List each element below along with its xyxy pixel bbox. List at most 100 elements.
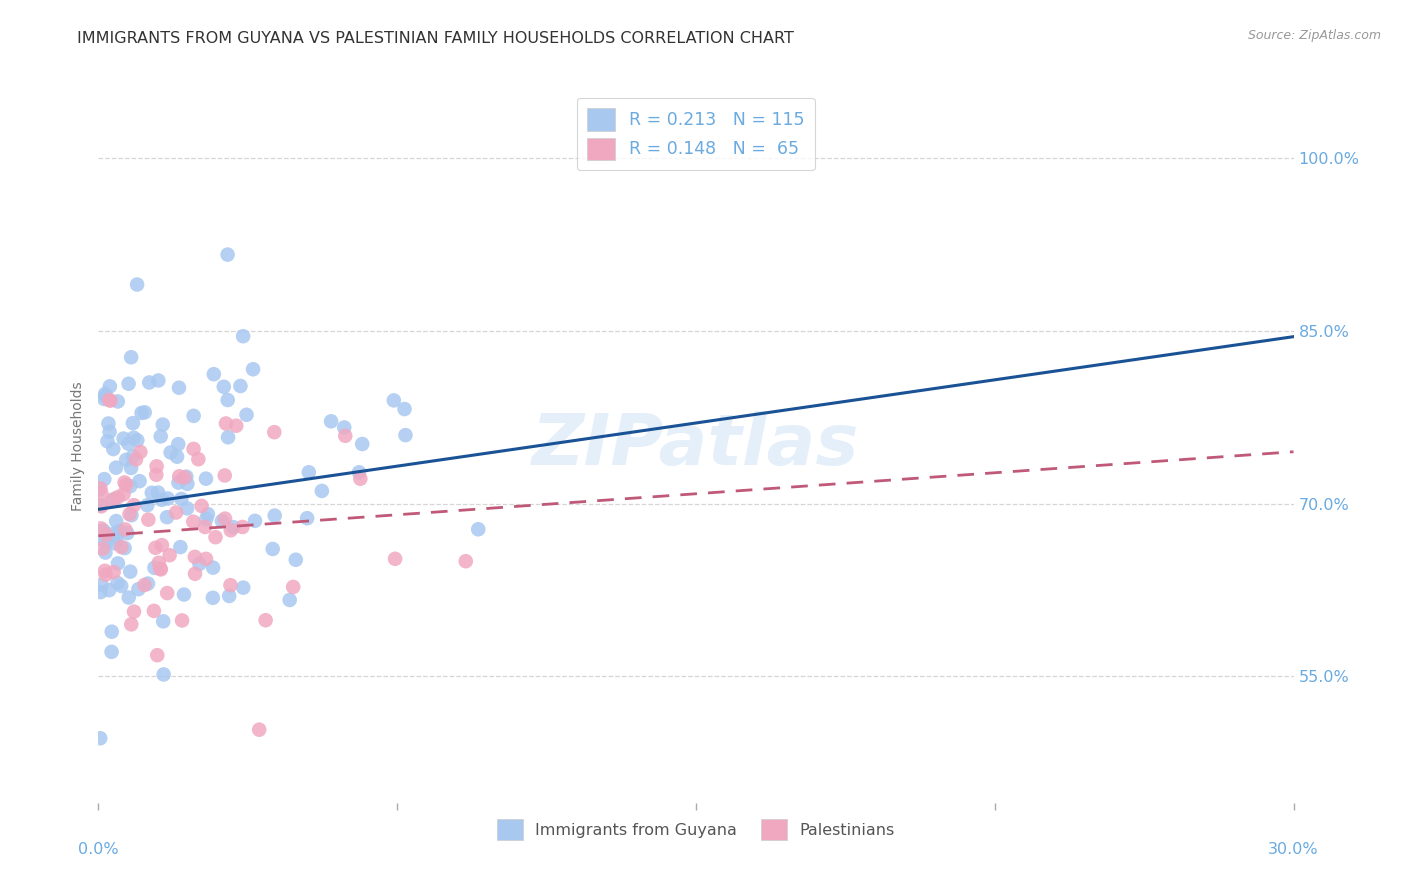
- Point: [202, 368, 225, 382]
- Point: [104, 536, 127, 550]
- Point: [127, 277, 149, 292]
- Point: [90, 498, 112, 512]
- Point: [94, 389, 117, 403]
- Point: [176, 469, 198, 483]
- Point: [347, 465, 370, 479]
- Point: [204, 530, 226, 544]
- Point: [263, 425, 285, 440]
- Point: [120, 461, 142, 475]
- Text: IMMIGRANTS FROM GUYANA VS PALESTINIAN FAMILY HOUSEHOLDS CORRELATION CHART: IMMIGRANTS FROM GUYANA VS PALESTINIAN FA…: [77, 31, 794, 46]
- Point: [90, 578, 112, 592]
- Text: 0.0%: 0.0%: [79, 842, 118, 856]
- Point: [128, 474, 150, 488]
- Point: [156, 586, 179, 600]
- Point: [254, 613, 277, 627]
- Point: [87, 483, 110, 497]
- Point: [243, 514, 266, 528]
- Point: [176, 501, 198, 516]
- Point: [146, 485, 169, 500]
- Point: [114, 523, 136, 537]
- Point: [247, 723, 270, 737]
- Point: [454, 554, 477, 568]
- Point: [100, 645, 122, 659]
- Point: [149, 562, 172, 576]
- Point: [184, 566, 207, 581]
- Point: [184, 549, 207, 564]
- Point: [120, 617, 142, 632]
- Point: [225, 418, 247, 433]
- Point: [97, 417, 120, 431]
- Point: [212, 380, 235, 394]
- Point: [235, 408, 257, 422]
- Point: [110, 579, 132, 593]
- Text: 30.0%: 30.0%: [1268, 842, 1319, 856]
- Point: [148, 374, 170, 388]
- Point: [219, 578, 242, 592]
- Point: [115, 453, 138, 467]
- Point: [195, 512, 218, 526]
- Point: [284, 553, 307, 567]
- Point: [183, 409, 205, 423]
- Point: [98, 583, 121, 598]
- Point: [105, 531, 128, 545]
- Point: [176, 476, 198, 491]
- Point: [122, 498, 145, 512]
- Point: [156, 491, 179, 506]
- Point: [195, 552, 218, 566]
- Point: [143, 561, 166, 575]
- Point: [93, 524, 115, 538]
- Point: [91, 533, 114, 547]
- Point: [138, 376, 160, 390]
- Point: [394, 428, 416, 442]
- Point: [114, 541, 136, 555]
- Point: [167, 437, 190, 451]
- Point: [94, 564, 117, 578]
- Point: [108, 524, 131, 539]
- Point: [232, 329, 254, 343]
- Point: [170, 491, 193, 506]
- Point: [98, 392, 121, 407]
- Point: [352, 437, 374, 451]
- Point: [117, 436, 139, 450]
- Point: [112, 432, 135, 446]
- Point: [152, 667, 174, 681]
- Point: [167, 469, 190, 483]
- Point: [214, 468, 236, 483]
- Point: [217, 247, 239, 261]
- Point: [98, 379, 121, 393]
- Point: [165, 506, 187, 520]
- Point: [93, 472, 115, 486]
- Point: [217, 430, 239, 444]
- Point: [335, 429, 357, 443]
- Point: [211, 514, 233, 528]
- Point: [121, 508, 143, 523]
- Point: [283, 580, 305, 594]
- Point: [96, 534, 118, 549]
- Point: [149, 429, 172, 443]
- Point: [146, 648, 169, 663]
- Point: [232, 581, 254, 595]
- Text: ZIPatlas: ZIPatlas: [533, 411, 859, 481]
- Point: [384, 551, 406, 566]
- Point: [134, 578, 156, 592]
- Point: [190, 499, 212, 513]
- Point: [217, 392, 239, 407]
- Point: [122, 431, 145, 445]
- Point: [110, 540, 132, 554]
- Point: [100, 393, 122, 408]
- Point: [167, 475, 190, 490]
- Point: [127, 582, 149, 597]
- Point: [134, 405, 156, 419]
- Point: [101, 493, 124, 508]
- Point: [141, 485, 163, 500]
- Point: [150, 538, 173, 552]
- Point: [107, 557, 129, 571]
- Point: [138, 513, 160, 527]
- Point: [197, 507, 219, 521]
- Point: [169, 540, 191, 554]
- Point: [152, 417, 174, 432]
- Point: [129, 445, 152, 459]
- Point: [103, 442, 125, 456]
- Point: [122, 605, 145, 619]
- Point: [117, 376, 139, 391]
